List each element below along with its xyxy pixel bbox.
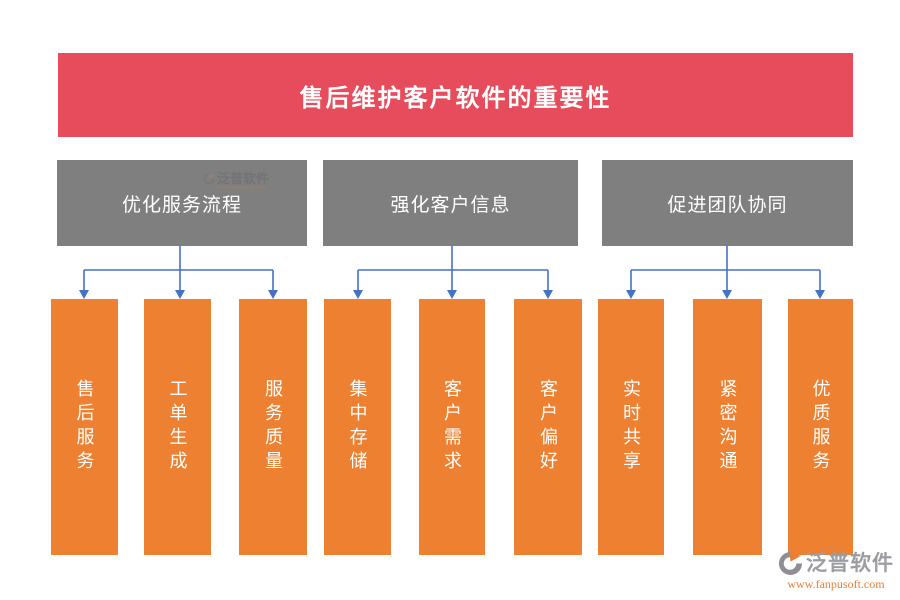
connector-group-2 bbox=[357, 246, 549, 291]
brand-logo-row: 泛普软件 bbox=[778, 551, 894, 576]
bar-label: 客户偏好 bbox=[538, 379, 558, 475]
bar-work-order-generation: 工单生成 bbox=[144, 299, 211, 555]
watermark: 泛普软件 www.fanpusoft.com bbox=[203, 172, 303, 191]
brand-url: www.fanpusoft.com bbox=[787, 577, 885, 591]
category-box-strengthen-customer-info: 强化客户信息 bbox=[323, 160, 578, 246]
watermark-url: www.fanpusoft.com bbox=[217, 185, 266, 191]
category-box-promote-team-collaboration: 促进团队协同 bbox=[602, 160, 853, 246]
bar-close-communication: 紧密沟通 bbox=[693, 299, 762, 555]
bar-label: 实时共享 bbox=[621, 379, 641, 475]
category-box-optimize-service-flow: 优化服务流程 泛普软件 www.fanpusoft.com bbox=[57, 160, 307, 246]
bar-service-quality: 服务质量 bbox=[239, 299, 307, 555]
fanpu-logo-icon bbox=[778, 551, 803, 576]
bar-real-time-sharing: 实时共享 bbox=[598, 299, 664, 555]
watermark-brand: 泛普软件 bbox=[217, 171, 270, 186]
connector-group-1 bbox=[83, 246, 274, 291]
arrowheads-group-3 bbox=[626, 290, 825, 299]
bar-label: 服务质量 bbox=[263, 379, 283, 475]
bar-after-sales-service: 售后服务 bbox=[51, 299, 118, 555]
category-label: 优化服务流程 bbox=[121, 194, 242, 216]
category-label: 促进团队协同 bbox=[667, 194, 788, 216]
bar-quality-service: 优质服务 bbox=[788, 299, 853, 555]
bar-customer-preferences: 客户偏好 bbox=[514, 299, 582, 555]
bar-customer-needs: 客户需求 bbox=[419, 299, 485, 555]
title-banner: 售后维护客户软件的重要性 bbox=[58, 53, 853, 137]
category-label: 强化客户信息 bbox=[390, 194, 511, 216]
arrowheads-group-1 bbox=[79, 290, 278, 299]
connector-group-3 bbox=[630, 246, 821, 291]
bar-label: 工单生成 bbox=[167, 379, 188, 475]
bar-label: 客户需求 bbox=[442, 379, 462, 475]
bar-label: 优质服务 bbox=[810, 379, 831, 475]
bar-label: 紧密沟通 bbox=[717, 379, 738, 475]
arrowheads-group-2 bbox=[353, 290, 553, 299]
bar-label: 集中存储 bbox=[347, 379, 368, 475]
bar-label: 售后服务 bbox=[74, 379, 95, 475]
fanpu-logo-icon bbox=[203, 172, 215, 185]
brand-name: 泛普软件 bbox=[806, 551, 894, 575]
bar-centralized-storage: 集中存储 bbox=[324, 299, 391, 555]
brand-logo: 泛普软件 www.fanpusoft.com bbox=[778, 551, 894, 590]
page-title: 售后维护客户软件的重要性 bbox=[299, 85, 612, 112]
watermark-row: 泛普软件 bbox=[203, 172, 269, 185]
